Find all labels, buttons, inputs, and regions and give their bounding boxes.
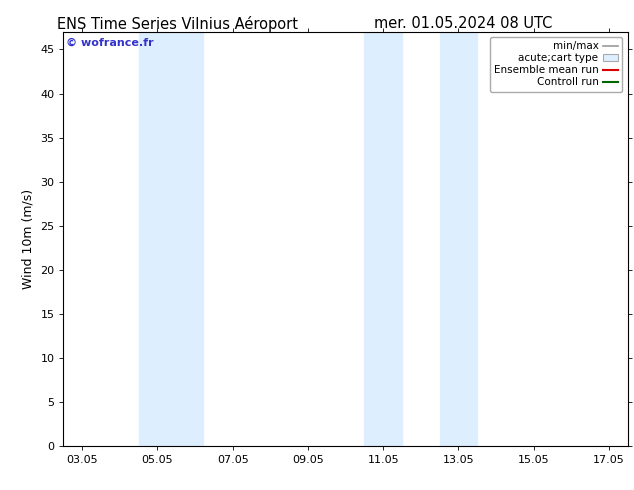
Bar	[176, 32, 203, 446]
Bar	[139, 32, 176, 446]
Y-axis label: Wind 10m (m/s): Wind 10m (m/s)	[22, 189, 35, 289]
Bar	[365, 32, 402, 446]
Text: © wofrance.fr: © wofrance.fr	[66, 38, 154, 48]
Bar	[439, 32, 477, 446]
Legend: min/max, acute;cart type, Ensemble mean run, Controll run: min/max, acute;cart type, Ensemble mean …	[489, 37, 623, 92]
Text: ENS Time Series Vilnius Aéroport: ENS Time Series Vilnius Aéroport	[57, 16, 298, 32]
Text: mer. 01.05.2024 08 UTC: mer. 01.05.2024 08 UTC	[373, 16, 552, 31]
